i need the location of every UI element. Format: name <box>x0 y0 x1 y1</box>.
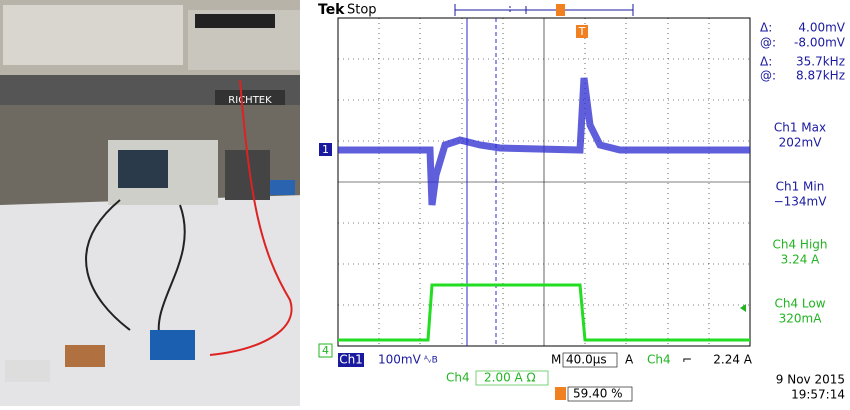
ch1-scale: 100mV <box>378 353 422 367</box>
meas-value: 3.24 A <box>781 253 821 267</box>
trig-pos-box <box>555 387 566 400</box>
photo: RICHTEK <box>0 0 305 406</box>
cursor-label: @: <box>760 36 776 50</box>
ch4-marker: 4 <box>322 344 329 357</box>
cursor-value: -8.00mV <box>794 36 846 50</box>
cursor-label: Δ: <box>760 55 772 69</box>
ch4-trace <box>338 283 750 342</box>
cursor-label: @: <box>760 69 776 83</box>
cursor-value: 4.00mV <box>798 21 845 35</box>
ch4-box <box>475 370 549 386</box>
cursor-value: 35.7kHz <box>796 55 845 69</box>
trigger-marker: T <box>578 25 586 38</box>
cursor-label: Δ: <box>760 21 772 35</box>
ch1-marker-box <box>319 143 332 156</box>
trig-pos: 59.40 % <box>573 387 623 401</box>
brand: Tek <box>318 2 345 18</box>
meas-value: 202mV <box>779 136 823 150</box>
trig-slope: ⌐ <box>682 353 692 367</box>
ch1-marker: 1 <box>322 143 329 156</box>
cursor-readouts: Δ: 4.00mV @: -8.00mV Δ: 35.7kHz @: 8.87k… <box>760 21 846 83</box>
meas-value: −134mV <box>774 195 828 209</box>
time-scale: 40.0µs <box>566 353 607 367</box>
trigger-pos-marker <box>556 4 565 16</box>
meas-name: Ch1 Min <box>776 180 825 194</box>
ch1-label: Ch1 <box>339 353 363 367</box>
meas-name: Ch4 High <box>772 238 827 252</box>
ch1-flags: ᴬᵥB <box>424 356 438 366</box>
measurements: Ch1 Max 202mV Ch1 Min −134mV Ch4 High 3.… <box>772 121 827 326</box>
ch1-trace <box>338 77 750 206</box>
meas-name: Ch4 Low <box>774 297 825 311</box>
status: Stop <box>347 3 377 18</box>
photo-label: RICHTEK <box>228 95 272 106</box>
time-prefix: M <box>551 353 561 367</box>
cursor-value: 8.87kHz <box>796 69 845 83</box>
ch4-marker-box <box>318 343 333 358</box>
graticule <box>337 17 751 347</box>
ch4-label: Ch4 <box>446 371 470 385</box>
trig-prefix: A <box>625 353 634 367</box>
meas-name: Ch1 Max <box>774 121 826 135</box>
trig-pos-frame <box>567 386 633 402</box>
trigger-box <box>576 25 588 38</box>
ch4-scale: 2.00 A Ω <box>484 371 536 385</box>
date: 9 Nov 2015 <box>776 373 845 387</box>
time-box <box>562 352 618 368</box>
ch1-box <box>338 353 364 367</box>
record-bar <box>454 4 634 16</box>
time: 19:57:14 <box>791 388 845 402</box>
trig-level: 2.24 A <box>713 353 753 367</box>
meas-value: 320mA <box>779 312 823 326</box>
trig-source: Ch4 <box>647 353 671 367</box>
level-arrow <box>740 304 746 312</box>
